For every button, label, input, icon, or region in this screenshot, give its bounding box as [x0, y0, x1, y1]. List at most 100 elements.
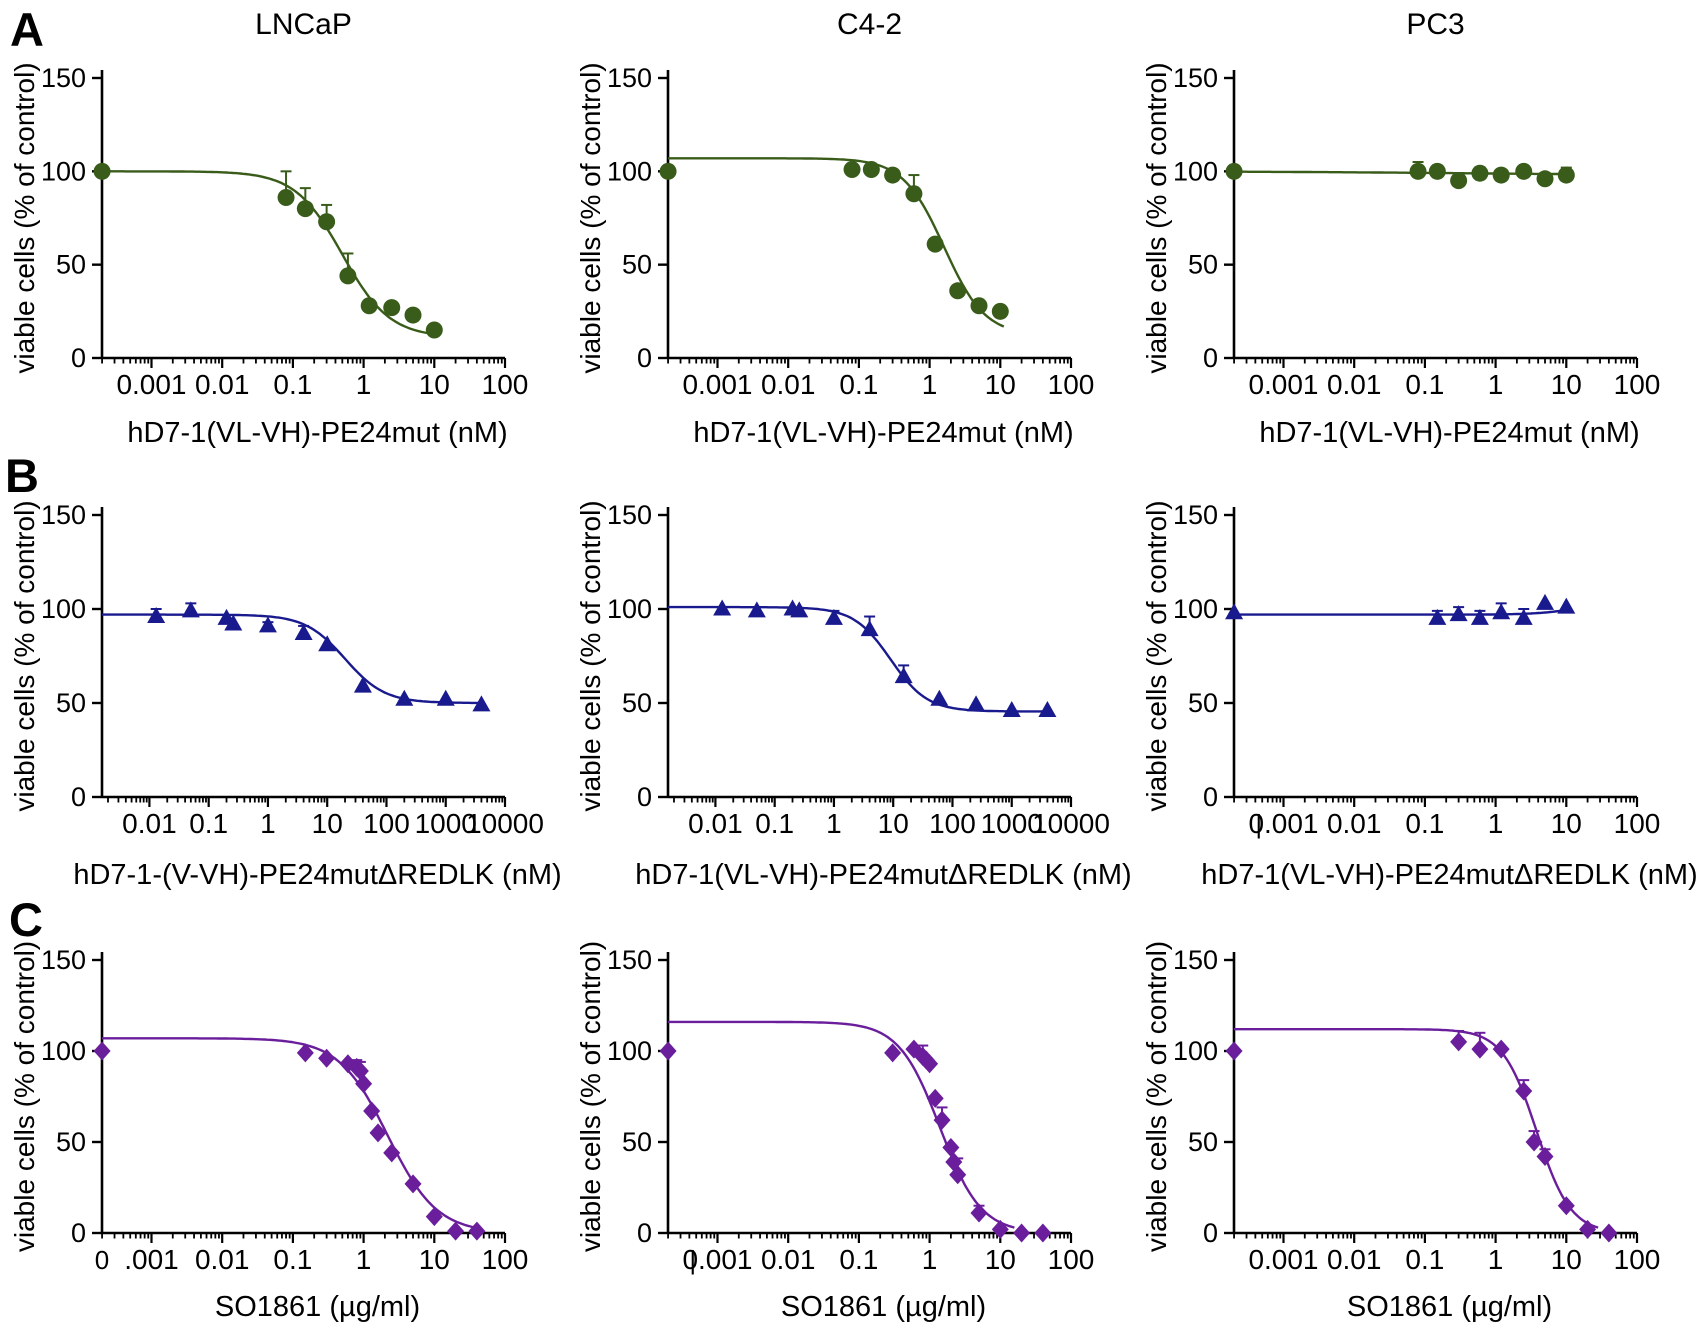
y-tick-label: 100 — [1173, 1036, 1218, 1066]
y-tick-label: 0 — [71, 343, 86, 373]
y-tick-label: 0 — [1203, 343, 1218, 373]
x-tick-label: 0.1 — [1405, 369, 1444, 400]
data-points — [147, 601, 491, 712]
y-tick-label: 100 — [1173, 594, 1218, 624]
y-tick-label: 50 — [622, 688, 652, 718]
x-tick-label: 1 — [922, 1244, 938, 1275]
x-tick-label: 0.01 — [1327, 808, 1382, 839]
x-axis-label: SO1861 (µg/ml) — [1347, 1291, 1552, 1323]
data-point — [181, 601, 200, 618]
x-extra-label: 0 — [95, 1245, 109, 1275]
data-points — [1225, 593, 1576, 625]
x-axis: 0.001 0.01 0.1 1 10 100 | SO1861 (µg/ml) — [667, 1231, 1095, 1323]
data-point — [921, 1054, 939, 1074]
x-tick-label: 0.1 — [273, 369, 312, 400]
y-tick-label: 100 — [41, 156, 86, 186]
data-point — [970, 297, 988, 315]
y-tick-label: 50 — [1188, 1127, 1218, 1157]
data-point — [1557, 1196, 1575, 1216]
data-point — [1034, 1223, 1052, 1243]
x-tick-label: 100 — [1048, 1244, 1095, 1275]
y-tick-label: 150 — [607, 500, 652, 530]
x-tick-label: 100 — [1048, 369, 1095, 400]
data-point — [862, 160, 880, 178]
x-tick-label: 1000 — [981, 808, 1043, 839]
data-point — [1492, 1039, 1510, 1059]
data-point — [843, 160, 861, 178]
x-tick-label: 0.1 — [1405, 808, 1444, 839]
x-tick-label: 10 — [1551, 1244, 1582, 1275]
x-tick-label: 10 — [419, 1244, 450, 1275]
y-tick-label: 50 — [56, 688, 86, 718]
x-tick-label: 100 — [363, 808, 410, 839]
x-tick-label: 0.01 — [195, 369, 250, 400]
y-axis-label: viable cells (% of control) — [1141, 941, 1172, 1252]
fit-curve — [102, 170, 437, 336]
data-point — [1492, 603, 1511, 620]
x-tick-label: 100 — [1614, 1244, 1661, 1275]
y-tick-label: 0 — [637, 782, 652, 812]
panel-title: PC3 — [1406, 8, 1464, 41]
data-point — [395, 689, 414, 706]
data-point — [1492, 166, 1510, 184]
y-axis-label: viable cells (% of control) — [1141, 500, 1172, 811]
x-axis: .001 0.01 0.1 1 10 100 0 SO1861 (µg/ml) — [95, 1231, 529, 1323]
data-point — [930, 689, 949, 706]
x-tick-label: 0.1 — [839, 1244, 878, 1275]
x-tick-label: 10000 — [1032, 808, 1110, 839]
x-tick-label: 0.1 — [189, 808, 228, 839]
x-tick-label: 100 — [1614, 369, 1661, 400]
y-tick-label: 150 — [1173, 500, 1218, 530]
y-tick-label: 100 — [607, 156, 652, 186]
data-points — [93, 1041, 486, 1241]
data-point — [991, 302, 1009, 320]
y-tick-label: 0 — [1203, 782, 1218, 812]
x-tick-label: 0.001 — [682, 369, 752, 400]
data-point — [991, 1219, 1009, 1239]
data-points — [713, 599, 1057, 718]
data-point — [93, 162, 111, 180]
data-point — [894, 667, 913, 684]
x-tick-label: 0.001 — [116, 369, 186, 400]
data-point — [1525, 1132, 1543, 1152]
data-point — [1038, 701, 1057, 718]
data-point — [1536, 1147, 1554, 1167]
data-point — [1471, 1039, 1489, 1059]
data-point — [1471, 164, 1489, 182]
y-axis-label: viable cells (% of control) — [9, 500, 40, 811]
x-tick-label: 0.01 — [761, 369, 816, 400]
x-axis-label: hD7-1(VL-VH)-PE24mut (nM) — [127, 417, 507, 449]
y-tick-label: 150 — [41, 63, 86, 93]
fit-curve — [1234, 170, 1569, 176]
fit-curve — [668, 605, 1049, 713]
x-axis: 0.001 0.01 0.1 1 10 100 SO1861 (µg/ml) — [1233, 1231, 1661, 1323]
x-axis: 0.001 0.01 0.1 1 10 100 hD7-1(VL-VH)-PE24mut (… — [1233, 356, 1661, 449]
data-point — [926, 1088, 944, 1108]
y-tick-label: 50 — [56, 250, 86, 280]
data-point — [659, 1041, 677, 1061]
data-point — [468, 1221, 486, 1241]
x-tick-label: 10 — [878, 808, 909, 839]
x-tick-label: 0.1 — [273, 1244, 312, 1275]
data-point — [404, 1174, 422, 1194]
data-point — [1428, 162, 1446, 180]
x-tick-label: 1 — [260, 808, 276, 839]
y-tick-label: 0 — [71, 782, 86, 812]
y-tick-label: 100 — [41, 1036, 86, 1066]
x-tick-label: 100 — [482, 1244, 529, 1275]
x-tick-label: .001 — [124, 1244, 179, 1275]
data-point — [926, 235, 944, 253]
y-tick-label: 150 — [41, 500, 86, 530]
y-tick-label: 100 — [607, 1036, 652, 1066]
